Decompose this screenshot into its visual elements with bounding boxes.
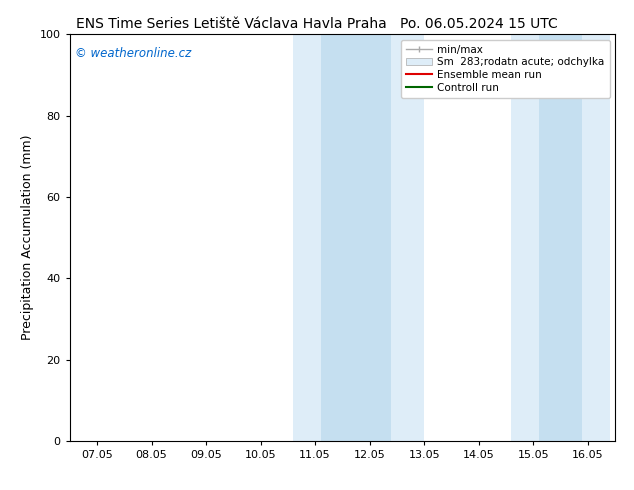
- Text: Po. 06.05.2024 15 UTC: Po. 06.05.2024 15 UTC: [400, 17, 558, 31]
- Y-axis label: Precipitation Accumulation (mm): Precipitation Accumulation (mm): [21, 135, 34, 341]
- Bar: [321, 34, 391, 441]
- Bar: [512, 34, 609, 441]
- Text: ENS Time Series Letiště Václava Havla Praha: ENS Time Series Letiště Václava Havla Pr…: [76, 17, 387, 31]
- Bar: [539, 34, 582, 441]
- Text: © weatheronline.cz: © weatheronline.cz: [75, 47, 191, 59]
- Bar: [294, 34, 424, 441]
- Legend: min/max, Sm  283;rodatn acute; odchylka, Ensemble mean run, Controll run: min/max, Sm 283;rodatn acute; odchylka, …: [401, 40, 610, 98]
